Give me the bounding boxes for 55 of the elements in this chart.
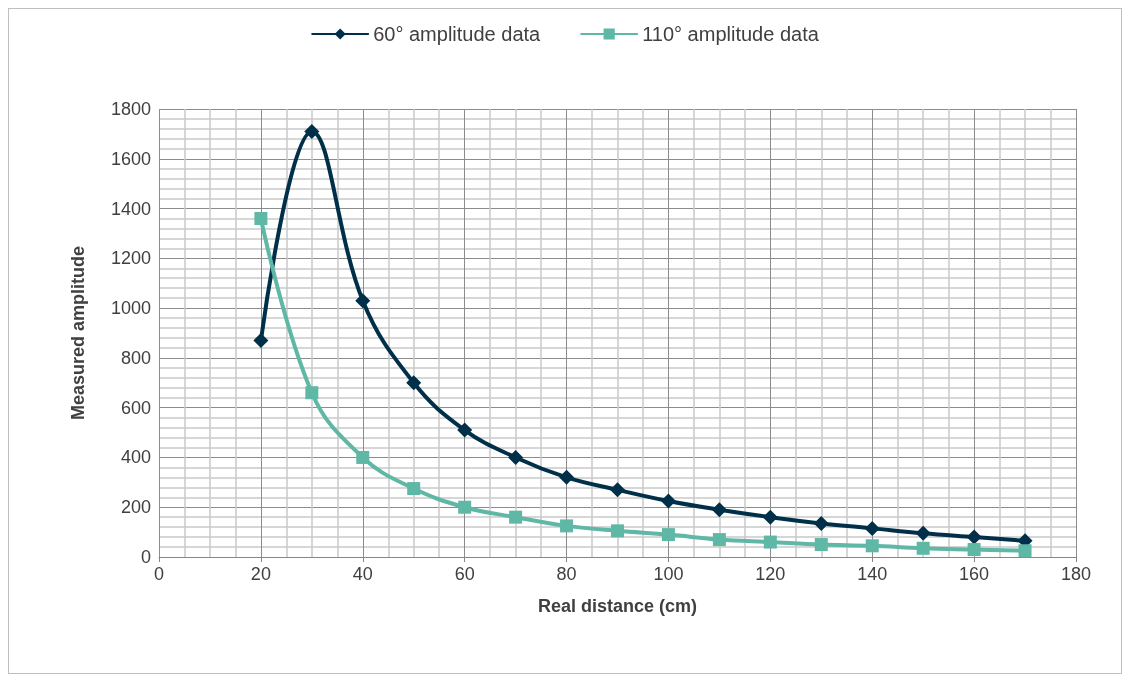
point (1018, 544, 1032, 558)
point (253, 332, 269, 348)
legend-label: 60° amplitude data (373, 23, 542, 45)
point (508, 449, 524, 465)
point (305, 386, 319, 400)
y-tick-label: 1000 (110, 298, 151, 319)
point (814, 538, 828, 552)
x-tick-label: 100 (653, 564, 684, 584)
point (458, 500, 472, 514)
point (610, 482, 625, 498)
point (304, 123, 320, 139)
legend-label: 110° amplitude data (642, 23, 820, 45)
point (611, 524, 624, 538)
point (915, 525, 931, 541)
point (966, 529, 982, 545)
point (967, 543, 981, 557)
x-tick-label: 80 (556, 564, 577, 584)
point (865, 539, 879, 553)
point (661, 528, 675, 542)
point (813, 515, 829, 531)
point (762, 509, 778, 525)
point (660, 493, 676, 509)
point (864, 520, 880, 536)
x-tick-label: 120 (755, 564, 786, 584)
y-tick-label: 0 (140, 547, 151, 567)
x-tick-label: 180 (1060, 564, 1092, 584)
y-tick-label: 1600 (110, 148, 151, 169)
y-tick-label: 200 (120, 497, 151, 518)
point (560, 519, 574, 533)
point (711, 502, 727, 518)
y-tick-label: 600 (120, 397, 151, 418)
point (712, 533, 726, 547)
point (254, 212, 268, 226)
point (559, 469, 575, 485)
y-tick-label: 1200 (110, 248, 151, 269)
x-tick-label: 60 (454, 564, 475, 584)
y-tick-label: 1800 (110, 99, 151, 119)
point (407, 482, 421, 496)
point (916, 541, 930, 555)
point (509, 510, 523, 524)
point (406, 375, 422, 391)
x-tick-label: 20 (250, 564, 271, 584)
point (457, 422, 473, 438)
x-tick-label: 40 (352, 564, 373, 584)
y-tick-label: 400 (120, 447, 151, 468)
point (355, 293, 371, 309)
x-tick-label: 0 (153, 564, 165, 584)
point (763, 535, 777, 549)
x-tick-label: 160 (959, 564, 990, 584)
point (356, 450, 370, 464)
x-tick-label: 140 (857, 564, 888, 584)
y-axis-title: Measured amplitude (68, 245, 88, 421)
x-axis-title: Real distance (cm) (537, 596, 698, 616)
y-tick-label: 800 (120, 347, 151, 368)
y-tick-label: 1400 (110, 198, 151, 219)
